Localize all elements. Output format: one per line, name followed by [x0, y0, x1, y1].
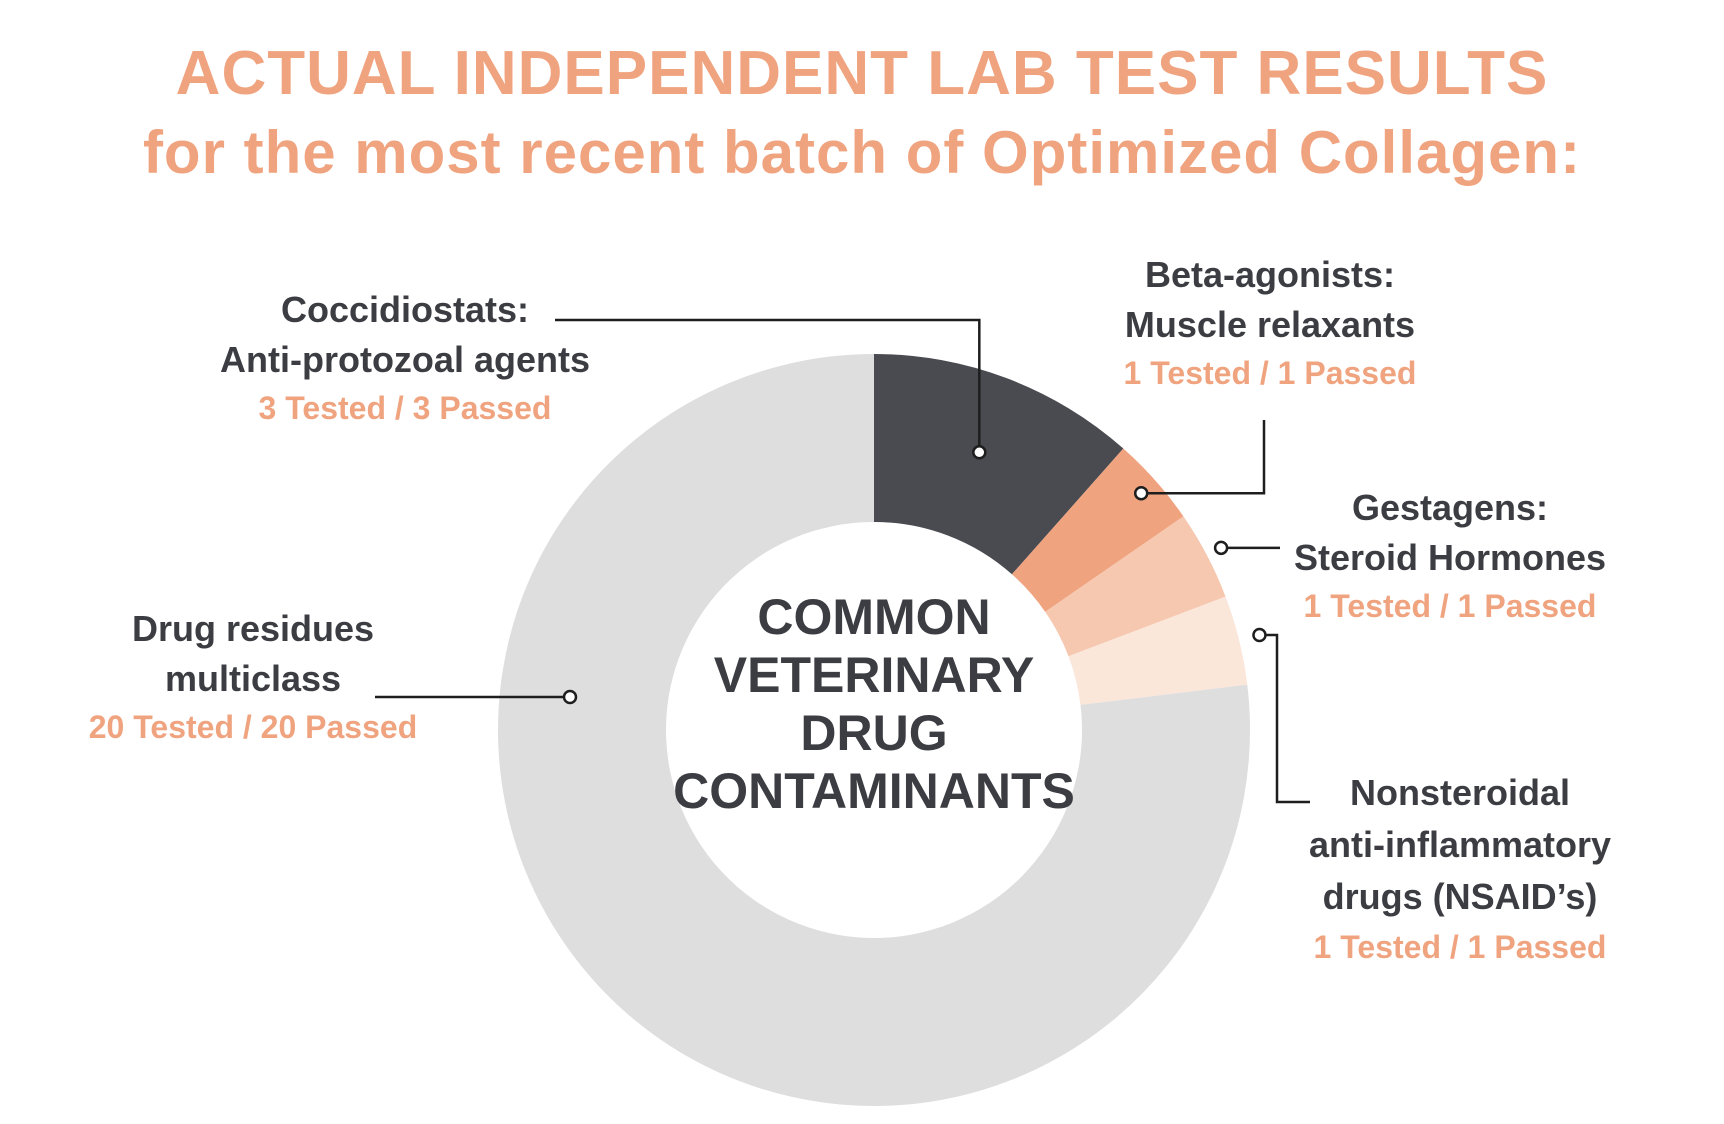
title-line-2: for the most recent batch of Optimized C… — [142, 119, 1582, 186]
slice-label-line: Beta-agonists: — [1145, 254, 1395, 295]
leader-line — [555, 318, 981, 453]
title-line-1: ACTUAL INDEPENDENT LAB TEST RESULTS — [175, 39, 1549, 108]
center-label-line: COMMON — [757, 589, 990, 645]
leader-dot — [972, 445, 987, 460]
slice-label-line: Gestagens: — [1352, 487, 1548, 528]
slice-label-line: Coccidiostats: — [281, 289, 529, 330]
slice-label-line: Drug residues — [132, 608, 374, 649]
leader-dot — [1133, 486, 1149, 501]
leader-line — [1259, 633, 1310, 804]
leader-dot — [1213, 540, 1229, 556]
slice-label-line: Nonsteroidal — [1350, 772, 1570, 813]
slice-label-line: Steroid Hormones — [1294, 537, 1606, 578]
leader-line — [1141, 420, 1266, 495]
donut-slice — [497, 354, 1250, 1107]
slice-label-line: anti-inflammatory — [1309, 824, 1611, 865]
slice-label-line: Muscle relaxants — [1125, 304, 1415, 345]
center-label-line: DRUG — [800, 705, 947, 761]
slice-count: 20 Tested / 20 Passed — [89, 709, 417, 745]
slice-label-line: drugs (NSAID’s) — [1323, 876, 1598, 917]
leader-dot — [562, 689, 578, 705]
slice-label-line: Anti-protozoal agents — [220, 339, 590, 380]
donut-slice — [1045, 516, 1226, 657]
slice-count: 1 Tested / 1 Passed — [1314, 929, 1607, 965]
center-label-line: CONTAMINANTS — [673, 763, 1075, 819]
leader-dot — [1252, 627, 1267, 643]
center-label-line: VETERINARY — [714, 647, 1034, 703]
slice-label-line: multiclass — [165, 658, 341, 699]
donut-slice — [1068, 596, 1248, 705]
donut-slice — [874, 354, 1124, 575]
slice-count: 3 Tested / 3 Passed — [259, 390, 552, 426]
slice-count: 1 Tested / 1 Passed — [1304, 588, 1597, 624]
slice-count: 1 Tested / 1 Passed — [1124, 355, 1417, 391]
